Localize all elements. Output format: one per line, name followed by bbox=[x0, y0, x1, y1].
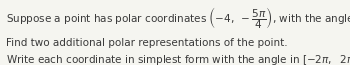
Text: Suppose a point has polar coordinates $\left(-4,\ -\dfrac{5\pi}{4}\right)$, with: Suppose a point has polar coordinates $\… bbox=[6, 5, 350, 31]
Text: Write each coordinate in simplest form with the angle in $\left[-2\pi,\ \ 2\pi\r: Write each coordinate in simplest form w… bbox=[6, 53, 350, 65]
Text: Find two additional polar representations of the point.: Find two additional polar representation… bbox=[6, 38, 288, 48]
